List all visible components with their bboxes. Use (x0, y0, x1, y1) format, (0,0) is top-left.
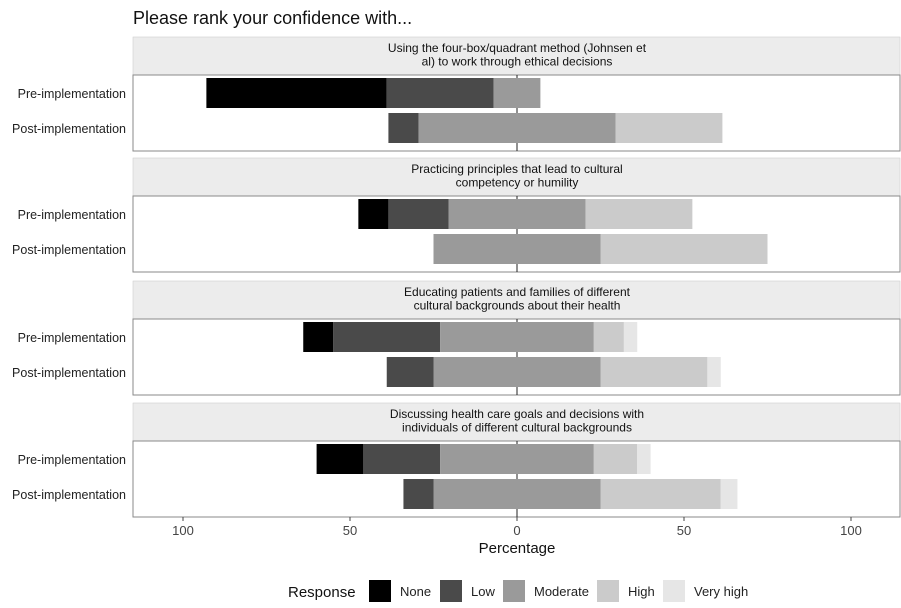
x-tick-label: 0 (513, 523, 520, 538)
bar-low-post-implementation (403, 479, 434, 509)
bar-none-pre-implementation (316, 444, 364, 474)
panel-strip-label: cultural backgrounds about their health (414, 299, 621, 313)
row-label-pre-implementation: Pre-implementation (18, 331, 126, 345)
x-axis: 100 50 0 50 100 (172, 517, 862, 538)
panel-strip-label: individuals of different cultural backgr… (402, 421, 632, 435)
bar-very-high-pre-implementation (637, 444, 651, 474)
legend-label-none: None (400, 584, 431, 599)
row-label-pre-implementation: Pre-implementation (18, 208, 126, 222)
legend-label-low: Low (471, 584, 495, 599)
bar-low-post-implementation (388, 113, 419, 143)
legend-label-moderate: Moderate (534, 584, 589, 599)
panel-strip (132, 280, 901, 320)
bar-moderate-pre-implementation (448, 199, 586, 229)
bar-moderate-pre-implementation (440, 322, 594, 352)
bar-very-high-pre-implementation (623, 322, 638, 352)
bar-moderate-post-implementation (433, 479, 601, 509)
legend-swatch-low (440, 580, 462, 602)
bar-high-post-implementation (600, 234, 768, 264)
chart-title: Please rank your confidence with... (133, 8, 412, 28)
bar-high-pre-implementation (593, 444, 638, 474)
panel-strip-label: Using the four-box/quadrant method (John… (388, 41, 647, 55)
legend-swatch-very-high (663, 580, 685, 602)
panels-layer: Using the four-box/quadrant method (John… (12, 36, 901, 518)
bar-very-high-post-implementation (720, 479, 738, 509)
panel-strip-label: Educating patients and families of diffe… (404, 285, 631, 299)
bar-none-pre-implementation (358, 199, 389, 229)
bar-moderate-pre-implementation (440, 444, 594, 474)
panel-strip (132, 36, 901, 76)
panel-strip-label: competency or humility (456, 176, 579, 190)
legend-label-very-high: Very high (694, 584, 748, 599)
x-tick-label: 50 (343, 523, 357, 538)
bar-high-pre-implementation (593, 322, 624, 352)
x-tick-label: 100 (172, 523, 194, 538)
bar-moderate-post-implementation (433, 357, 601, 387)
bar-none-pre-implementation (206, 78, 387, 108)
row-label-pre-implementation: Pre-implementation (18, 453, 126, 467)
bar-high-post-implementation (615, 113, 723, 143)
panel-strip-label: Discussing health care goals and decisio… (390, 407, 644, 421)
legend: Response None Low Moderate High Very high (288, 580, 748, 602)
row-label-post-implementation: Post-implementation (12, 122, 126, 136)
panel-1: Using the four-box/quadrant method (John… (12, 36, 901, 152)
x-tick-label: 100 (840, 523, 862, 538)
bar-none-pre-implementation (303, 322, 334, 352)
bar-low-pre-implementation (388, 199, 449, 229)
bar-low-pre-implementation (363, 444, 441, 474)
x-tick-label: 50 (677, 523, 691, 538)
bar-moderate-post-implementation (433, 234, 601, 264)
panel-strip-label: Practicing principles that lead to cultu… (411, 162, 622, 176)
panel-strip-label: al) to work through ethical decisions (422, 55, 613, 69)
row-label-post-implementation: Post-implementation (12, 488, 126, 502)
bar-moderate-post-implementation (418, 113, 616, 143)
row-label-pre-implementation: Pre-implementation (18, 87, 126, 101)
row-label-post-implementation: Post-implementation (12, 366, 126, 380)
legend-swatch-none (369, 580, 391, 602)
bar-moderate-pre-implementation (493, 78, 541, 108)
panel-4: Discussing health care goals and decisio… (12, 402, 901, 518)
bar-high-post-implementation (600, 357, 708, 387)
panel-3: Educating patients and families of diffe… (12, 280, 901, 396)
panel-strip (132, 402, 901, 442)
bar-low-pre-implementation (333, 322, 441, 352)
bar-low-pre-implementation (386, 78, 494, 108)
x-axis-label: Percentage (479, 540, 556, 557)
bar-very-high-post-implementation (707, 357, 721, 387)
panel-2: Practicing principles that lead to cultu… (12, 157, 901, 273)
bar-low-post-implementation (386, 357, 434, 387)
legend-label-high: High (628, 584, 655, 599)
legend-title: Response (288, 584, 356, 601)
legend-swatch-high (597, 580, 619, 602)
bar-high-post-implementation (600, 479, 721, 509)
row-label-post-implementation: Post-implementation (12, 243, 126, 257)
legend-swatch-moderate (503, 580, 525, 602)
bar-high-pre-implementation (585, 199, 693, 229)
